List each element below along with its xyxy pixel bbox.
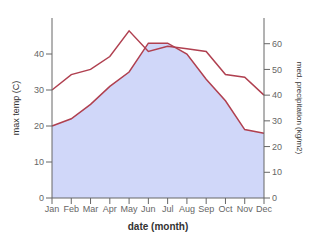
svg-text:Nov: Nov [237,204,254,214]
svg-text:50: 50 [272,65,282,75]
svg-text:max temp (C): max temp (C) [11,81,21,136]
svg-text:med. precipitation (kg/m2): med. precipitation (kg/m2) [295,62,304,155]
svg-text:30: 30 [272,116,282,126]
svg-text:Apr: Apr [103,204,117,214]
svg-text:Jul: Jul [162,204,174,214]
svg-text:Aug: Aug [179,204,195,214]
svg-text:Mar: Mar [83,204,99,214]
svg-text:40: 40 [272,90,282,100]
svg-text:Jan: Jan [45,204,60,214]
svg-text:10: 10 [34,157,44,167]
svg-text:20: 20 [272,142,282,152]
svg-text:Sep: Sep [198,204,214,214]
svg-text:30: 30 [34,85,44,95]
svg-text:0: 0 [272,193,277,203]
svg-text:Oct: Oct [218,204,233,214]
svg-text:date (month): date (month) [128,221,189,232]
svg-text:40: 40 [34,49,44,59]
svg-text:Dec: Dec [256,204,273,214]
svg-text:Jun: Jun [141,204,156,214]
svg-text:May: May [121,204,139,214]
svg-text:10: 10 [272,167,282,177]
svg-text:20: 20 [34,121,44,131]
svg-text:0: 0 [39,193,44,203]
svg-text:Feb: Feb [64,204,80,214]
svg-text:60: 60 [272,39,282,49]
